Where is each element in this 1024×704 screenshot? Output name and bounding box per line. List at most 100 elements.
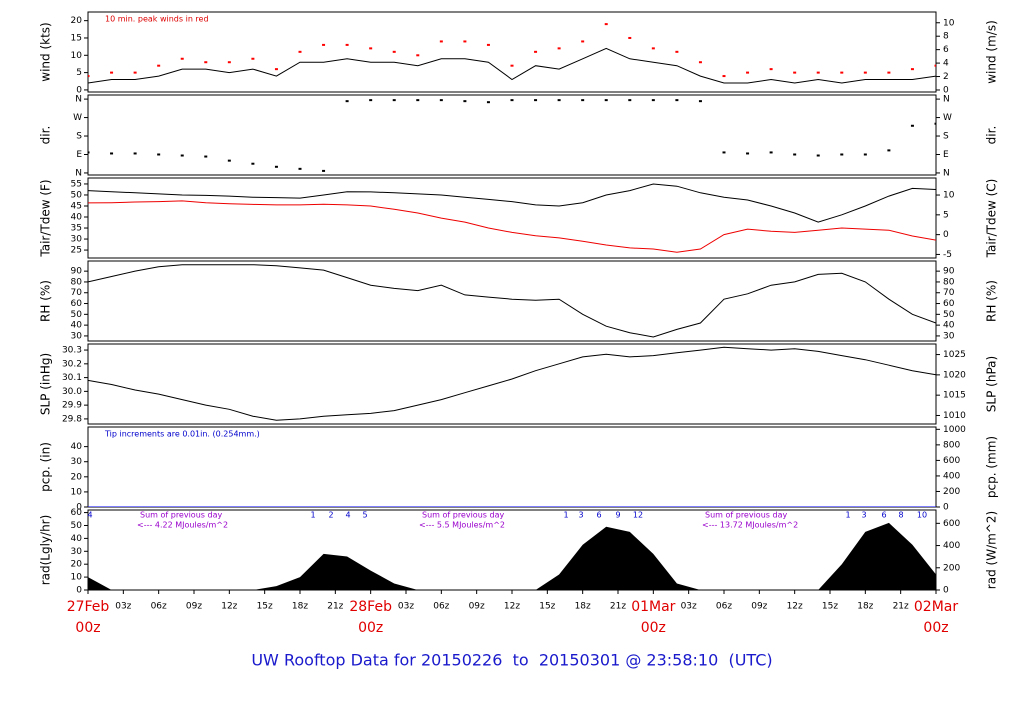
- y2-axis-label: dir.: [985, 126, 999, 145]
- data-point: [651, 47, 655, 50]
- y2-tick-label: 0: [943, 503, 949, 513]
- y2-axis-label: rad (W/m^2): [985, 511, 999, 589]
- y-tick-label: 20: [71, 16, 83, 26]
- y2-tick-label: 1020: [943, 370, 966, 380]
- y2-tick-label: 1025: [943, 350, 966, 360]
- day-note-title: Sum of previous day: [140, 511, 222, 520]
- data-point: [322, 169, 326, 172]
- day-note-title: Sum of previous day: [422, 511, 504, 520]
- hour-mark: 5: [362, 511, 367, 520]
- x-tick-label: 15z: [257, 602, 273, 612]
- y-tick-label: 30: [71, 457, 83, 467]
- y2-tick-label: 5: [943, 210, 949, 220]
- data-point: [628, 99, 632, 102]
- y2-tick-label: 80: [943, 277, 955, 287]
- y2-tick-label: 10: [943, 191, 955, 201]
- y-tick-label: 0: [76, 503, 82, 513]
- y2-tick-label: 400: [943, 471, 960, 481]
- x-tick-label: 12z: [787, 602, 803, 612]
- x-date-label: 02Mar: [914, 599, 958, 615]
- data-point: [557, 47, 561, 50]
- x-tick-label: 21z: [610, 602, 626, 612]
- x-tick-label: 06z: [433, 602, 449, 612]
- y2-tick-label: 600: [943, 456, 960, 466]
- y-axis-label: SLP (inHg): [39, 353, 53, 415]
- data-point: [722, 151, 726, 154]
- data-point: [840, 153, 844, 156]
- data-point: [698, 100, 702, 103]
- y2-tick-label: 4: [943, 59, 949, 69]
- data-point: [604, 99, 608, 102]
- data-point: [392, 99, 396, 102]
- y2-axis-label: RH (%): [985, 280, 999, 322]
- data-point: [110, 152, 114, 155]
- y-tick-label: 50: [71, 521, 83, 531]
- data-point: [486, 43, 490, 46]
- y2-tick-label: S: [943, 132, 949, 142]
- data-point: [274, 68, 278, 71]
- data-point: [816, 154, 820, 157]
- panel-frame: [87, 94, 937, 176]
- data-point: [463, 40, 467, 43]
- x-date-label: 01Mar: [631, 599, 675, 615]
- y-tick-label: 90: [71, 267, 83, 277]
- data-point: [274, 165, 278, 168]
- data-point: [534, 99, 538, 102]
- y-tick-label: 50: [71, 310, 83, 320]
- y2-axis-label: wind (m/s): [985, 20, 999, 84]
- y2-tick-label: 1015: [943, 391, 966, 401]
- data-point: [581, 99, 585, 102]
- y2-tick-label: 200: [943, 487, 960, 497]
- y-tick-label: 70: [71, 288, 83, 298]
- data-point: [675, 99, 679, 102]
- y-tick-label: 29.8: [62, 414, 82, 424]
- data-point: [392, 50, 396, 53]
- x-tick-label: 00z: [358, 620, 383, 636]
- day-note-total: <--- 4.22 MJoules/m^2: [137, 521, 228, 530]
- x-tick-label: 06z: [716, 602, 732, 612]
- data-point: [251, 57, 255, 60]
- hour-mark: 4: [87, 511, 92, 520]
- x-tick-label: 03z: [681, 602, 697, 612]
- y2-tick-label: 2: [943, 72, 949, 82]
- data-point: [910, 124, 914, 127]
- data-point: [227, 159, 231, 162]
- y2-tick-label: 10: [943, 18, 955, 28]
- x-tick-label: 21z: [327, 602, 343, 612]
- y2-tick-label: 6: [943, 45, 949, 55]
- y-axis-label: wind (kts): [39, 22, 53, 81]
- plot-area: [88, 264, 936, 338]
- y-tick-label: 40: [71, 534, 83, 544]
- x-tick-label: 18z: [857, 602, 873, 612]
- y-tick-label: 30: [71, 235, 83, 245]
- y-tick-label: 10: [71, 487, 83, 497]
- hour-mark: 1: [310, 511, 315, 520]
- data-point: [887, 149, 891, 152]
- data-point: [204, 61, 208, 64]
- y2-tick-label: E: [943, 150, 949, 160]
- data-point: [88, 75, 90, 78]
- y-axis-label: RH (%): [39, 280, 53, 322]
- area: [88, 522, 936, 590]
- data-point: [604, 23, 608, 26]
- data-point: [675, 50, 679, 53]
- y-tick-label: 45: [71, 201, 82, 211]
- x-tick-label: 03z: [398, 602, 414, 612]
- x-tick-label: 00z: [641, 620, 666, 636]
- data-point: [322, 43, 326, 46]
- plot-area: [88, 23, 936, 84]
- y2-tick-label: 0: [943, 586, 949, 596]
- data-point: [439, 99, 443, 102]
- y-tick-label: S: [76, 132, 82, 142]
- data-point: [345, 100, 349, 103]
- data-point: [863, 71, 867, 74]
- x-tick-label: 00z: [75, 620, 100, 636]
- data-point: [88, 151, 90, 154]
- y2-axis-label: pcp. (mm): [985, 436, 999, 498]
- y2-tick-label: 0: [943, 230, 949, 240]
- x-tick-label: 12z: [221, 602, 237, 612]
- y2-tick-label: 1010: [943, 411, 966, 421]
- panel-frame: [87, 177, 937, 259]
- hour-mark: 9: [615, 511, 620, 520]
- y-tick-label: 15: [71, 33, 82, 43]
